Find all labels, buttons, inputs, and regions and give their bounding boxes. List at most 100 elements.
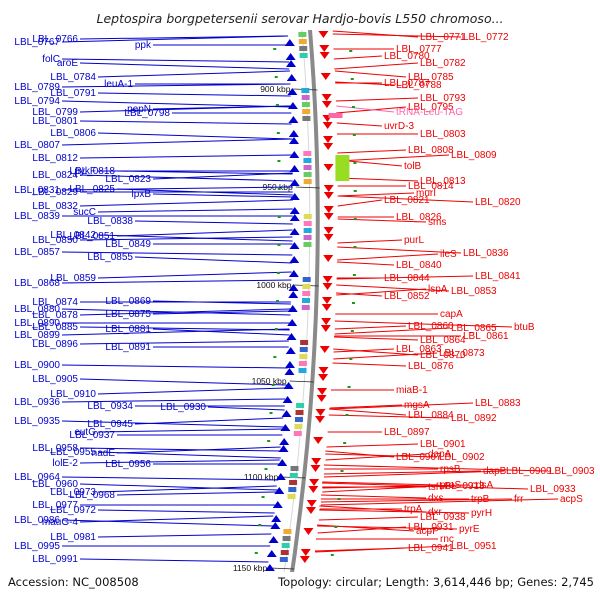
forward-gene-label[interactable]: LBL_0832 bbox=[32, 201, 78, 212]
forward-gene-label[interactable]: LBL_0831 bbox=[14, 185, 60, 196]
reverse-gene-label[interactable]: LBL_0901 bbox=[420, 439, 466, 450]
forward-gene-label[interactable]: LBL_0900 bbox=[14, 360, 60, 371]
forward-gene-label[interactable]: LBL_0930 bbox=[160, 402, 206, 413]
forward-gene-label[interactable]: LBL_0859 bbox=[50, 273, 96, 284]
forward-gene-label[interactable]: LBL_0956 bbox=[105, 459, 151, 470]
forward-gene-label[interactable]: LBL_0855 bbox=[87, 252, 133, 263]
forward-gene-label[interactable]: LBL_0991 bbox=[32, 554, 78, 565]
reverse-gene-label[interactable]: sms bbox=[428, 217, 446, 228]
reverse-gene-label[interactable]: purL bbox=[404, 235, 424, 246]
reverse-gene-label[interactable]: miaB-1 bbox=[396, 385, 428, 396]
reverse-gene-label[interactable]: dapB bbox=[483, 466, 507, 477]
forward-gene-label[interactable]: LBL_0958 bbox=[32, 443, 78, 454]
reverse-gene-label[interactable]: capA bbox=[440, 309, 463, 320]
reverse-gene-label[interactable]: LBL_0897 bbox=[384, 427, 430, 438]
forward-gene-label[interactable]: LBL_0829 bbox=[32, 187, 78, 198]
forward-gene-label[interactable]: folC bbox=[42, 54, 60, 65]
forward-gene-label[interactable]: LBL_0875 bbox=[105, 309, 151, 320]
reverse-gene-label[interactable]: LBL_0821 bbox=[384, 195, 430, 206]
forward-gene-label[interactable]: LBL_0973 bbox=[50, 487, 96, 498]
forward-gene-label[interactable]: LBL_0899 bbox=[14, 330, 60, 341]
reverse-gene-label[interactable]: LBL_0820 bbox=[475, 197, 521, 208]
forward-gene-label[interactable]: LBL_0896 bbox=[32, 339, 78, 350]
forward-gene-label[interactable]: LBL_0936 bbox=[14, 397, 60, 408]
reverse-gene-label[interactable]: LBL_0795 bbox=[408, 102, 454, 113]
reverse-gene-label[interactable]: LBL_0785 bbox=[408, 72, 454, 83]
forward-gene-label[interactable]: lolE-2 bbox=[52, 458, 78, 469]
forward-gene-label[interactable]: aroE bbox=[57, 58, 78, 69]
forward-gene-label[interactable]: pykF bbox=[74, 166, 96, 177]
forward-gene-label[interactable]: LBL_0880 bbox=[14, 304, 60, 315]
reverse-gene-label[interactable]: acpP bbox=[416, 526, 439, 537]
reverse-gene-label[interactable]: LBL_0772 bbox=[463, 32, 509, 43]
reverse-gene-label[interactable]: tRNA-Leu-TAG bbox=[396, 107, 463, 118]
reverse-gene-label[interactable]: LBL_0933 bbox=[530, 484, 576, 495]
forward-gene-label[interactable]: eutG bbox=[74, 427, 96, 438]
reverse-gene-label[interactable]: LBL_0884 bbox=[408, 410, 454, 421]
reverse-gene-label[interactable]: LBL_0780 bbox=[384, 51, 430, 62]
forward-gene-label[interactable]: LBL_0885 bbox=[32, 322, 78, 333]
forward-gene-label[interactable]: LBL_0869 bbox=[105, 296, 151, 307]
reverse-gene-label[interactable]: LBL_0951 bbox=[451, 541, 497, 552]
reverse-gene-label[interactable]: murI bbox=[416, 188, 436, 199]
forward-gene-label[interactable]: LBL_0839 bbox=[14, 211, 60, 222]
reverse-gene-label[interactable]: LBL_0852 bbox=[384, 291, 430, 302]
reverse-gene-label[interactable]: ileS bbox=[440, 249, 457, 260]
forward-gene-label[interactable]: LBL_0791 bbox=[50, 88, 96, 99]
forward-gene-label[interactable]: LBL_0891 bbox=[105, 342, 151, 353]
forward-gene-label[interactable]: LBL_0850 bbox=[32, 235, 78, 246]
forward-gene-label[interactable]: LBL_0801 bbox=[32, 116, 78, 127]
forward-gene-label[interactable]: LBL_0807 bbox=[14, 140, 60, 151]
reverse-gene-label[interactable]: pyrE bbox=[459, 524, 480, 535]
forward-gene-label[interactable]: LBL_0878 bbox=[32, 310, 78, 321]
reverse-gene-label[interactable]: LBL_0870 bbox=[420, 350, 466, 361]
forward-gene-label[interactable]: LBL_0934 bbox=[87, 401, 133, 412]
forward-gene-label[interactable]: LBL_0868 bbox=[14, 278, 60, 289]
forward-gene-label[interactable]: pepN bbox=[127, 104, 151, 115]
forward-gene-label[interactable]: LBL_0890 bbox=[14, 318, 60, 329]
reverse-gene-label[interactable]: LBL_0913 bbox=[439, 481, 485, 492]
reverse-gene-label[interactable]: cdsA bbox=[471, 480, 494, 491]
forward-gene-label[interactable]: LBL_0964 bbox=[14, 472, 60, 483]
forward-gene-label[interactable]: LBL_0960 bbox=[32, 479, 78, 490]
reverse-gene-label[interactable]: LBL_0864 bbox=[420, 335, 466, 346]
reverse-gene-label[interactable]: LBL_0788 bbox=[396, 80, 442, 91]
reverse-gene-label[interactable]: LBL_0909 bbox=[506, 466, 552, 477]
forward-gene-label[interactable]: LBL_0857 bbox=[14, 247, 60, 258]
reverse-gene-label[interactable]: LBL_0771 bbox=[420, 32, 466, 43]
reverse-gene-label[interactable]: LBL_0777 bbox=[396, 44, 442, 55]
forward-gene-label[interactable]: LBL_0968 bbox=[69, 490, 115, 501]
forward-gene-label[interactable]: LBL_0955 bbox=[50, 447, 96, 458]
forward-gene-label[interactable]: LBL_0881 bbox=[105, 324, 151, 335]
forward-gene-label[interactable]: LBL_0823 bbox=[105, 174, 151, 185]
forward-gene-label[interactable]: LBL_0824 bbox=[32, 170, 78, 181]
reverse-gene-label[interactable]: pyrH bbox=[471, 508, 492, 519]
reverse-gene-label[interactable]: LBL_0782 bbox=[420, 58, 466, 69]
forward-gene-label[interactable]: LBL_0767 bbox=[14, 37, 60, 48]
forward-gene-label[interactable]: LBL_0812 bbox=[32, 153, 78, 164]
forward-gene-label[interactable]: LBL_0972 bbox=[50, 505, 96, 516]
forward-gene-label[interactable]: LBL_0798 bbox=[124, 108, 170, 119]
reverse-gene-label[interactable]: LBL_0826 bbox=[396, 212, 442, 223]
forward-gene-label[interactable]: mauG-4 bbox=[42, 517, 79, 528]
forward-gene-label[interactable]: LBL_0851 bbox=[69, 231, 115, 242]
forward-gene-label[interactable]: LBL_0799 bbox=[32, 107, 78, 118]
reverse-gene-label[interactable]: LBL_0808 bbox=[408, 145, 454, 156]
reverse-gene-label[interactable]: tsf bbox=[428, 482, 439, 493]
reverse-gene-label[interactable]: dxr bbox=[428, 507, 443, 518]
reverse-gene-label[interactable]: LBL_0876 bbox=[408, 361, 454, 372]
reverse-gene-label[interactable]: mgsA bbox=[404, 400, 430, 411]
reverse-gene-label[interactable]: LBL_0813 bbox=[420, 176, 466, 187]
reverse-gene-label[interactable]: tolB bbox=[404, 161, 422, 172]
reverse-gene-label[interactable]: rnc bbox=[440, 534, 454, 545]
reverse-gene-label[interactable]: LBL_0861 bbox=[463, 331, 509, 342]
reverse-gene-label[interactable]: dapA bbox=[428, 449, 452, 460]
reverse-gene-label[interactable]: btuB bbox=[514, 322, 535, 333]
forward-gene-label[interactable]: lpxB bbox=[132, 189, 152, 200]
reverse-gene-label[interactable]: LBL_0938 bbox=[420, 512, 466, 523]
forward-gene-label[interactable]: LBL_0849 bbox=[105, 239, 151, 250]
forward-gene-label[interactable]: LBL_0910 bbox=[50, 389, 96, 400]
reverse-gene-label[interactable]: uvrD-3 bbox=[384, 121, 414, 132]
reverse-gene-label[interactable]: LBL_0873 bbox=[439, 348, 485, 359]
reverse-gene-label[interactable]: LBL_0931 bbox=[408, 522, 454, 533]
